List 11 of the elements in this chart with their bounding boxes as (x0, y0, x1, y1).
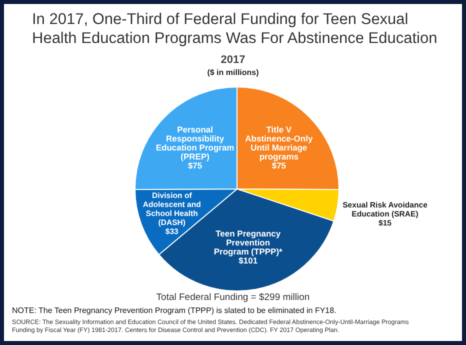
chart-subtitle: 2017 (220, 54, 246, 66)
data-label: $75 (272, 160, 286, 170)
chart-title: In 2017, One-Third of Federal Funding for Teen Sexual Health Education Programs Was For Abstinence Education (32, 10, 438, 48)
slice-label: Teen Pregnancy Prevention Program (TPPP)* (214, 228, 284, 257)
text: NOTE: The Teen Pregnancy Prevention Program (TPPP) is slated to be eliminated in FY18. (12, 306, 338, 315)
slice-label: Personal Responsibility Education Program (PREP) (156, 124, 235, 162)
text: ($ in millions) (206, 68, 260, 77)
data-label: $101 (238, 256, 258, 266)
text: Total Federal Funding = $299 million (155, 292, 311, 303)
slice-label: Title V Abstinence-Only Until Marriage programs (245, 124, 313, 162)
data-label: $75 (188, 160, 202, 170)
